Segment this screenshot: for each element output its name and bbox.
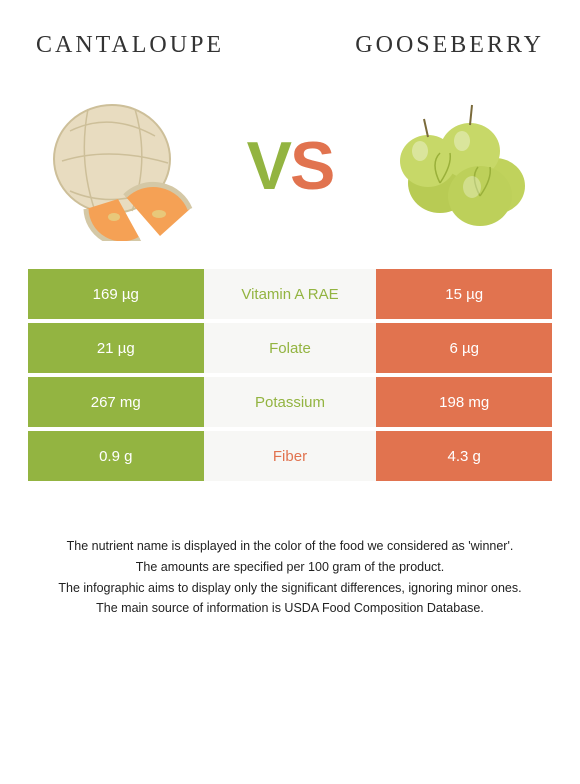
left-value: 169 µg xyxy=(28,269,204,319)
left-food-name: CANTALOUPE xyxy=(36,32,224,59)
nutrient-row: 21 µgFolate6 µg xyxy=(28,323,552,373)
cantaloupe-image xyxy=(40,91,200,241)
footer-notes: The nutrient name is displayed in the co… xyxy=(28,537,552,618)
footer-line: The nutrient name is displayed in the co… xyxy=(32,537,548,556)
nutrient-label: Potassium xyxy=(204,377,377,427)
right-value: 6 µg xyxy=(376,323,552,373)
left-value: 0.9 g xyxy=(28,431,204,481)
vs-s: S xyxy=(290,128,333,204)
vs-v: V xyxy=(247,128,290,204)
header: CANTALOUPE GOOSEBERRY xyxy=(28,32,552,83)
footer-line: The amounts are specified per 100 gram o… xyxy=(32,558,548,577)
footer-line: The infographic aims to display only the… xyxy=(32,579,548,598)
vs-label: VS xyxy=(247,127,334,205)
nutrient-row: 169 µgVitamin A RAE15 µg xyxy=(28,269,552,319)
right-value: 198 mg xyxy=(376,377,552,427)
footer-line: The main source of information is USDA F… xyxy=(32,599,548,618)
right-value: 4.3 g xyxy=(376,431,552,481)
right-food-name: GOOSEBERRY xyxy=(355,32,544,59)
right-value: 15 µg xyxy=(376,269,552,319)
nutrient-label: Folate xyxy=(204,323,377,373)
nutrient-label: Fiber xyxy=(204,431,377,481)
gooseberry-image xyxy=(380,91,540,241)
left-value: 21 µg xyxy=(28,323,204,373)
nutrient-row: 0.9 gFiber4.3 g xyxy=(28,431,552,481)
nutrient-table: 169 µgVitamin A RAE15 µg21 µgFolate6 µg2… xyxy=(28,269,552,481)
nutrient-row: 267 mgPotassium198 mg xyxy=(28,377,552,427)
nutrient-label: Vitamin A RAE xyxy=(204,269,377,319)
hero-row: VS xyxy=(28,83,552,269)
left-value: 267 mg xyxy=(28,377,204,427)
infographic-container: CANTALOUPE GOOSEBERRY VS xyxy=(0,0,580,784)
